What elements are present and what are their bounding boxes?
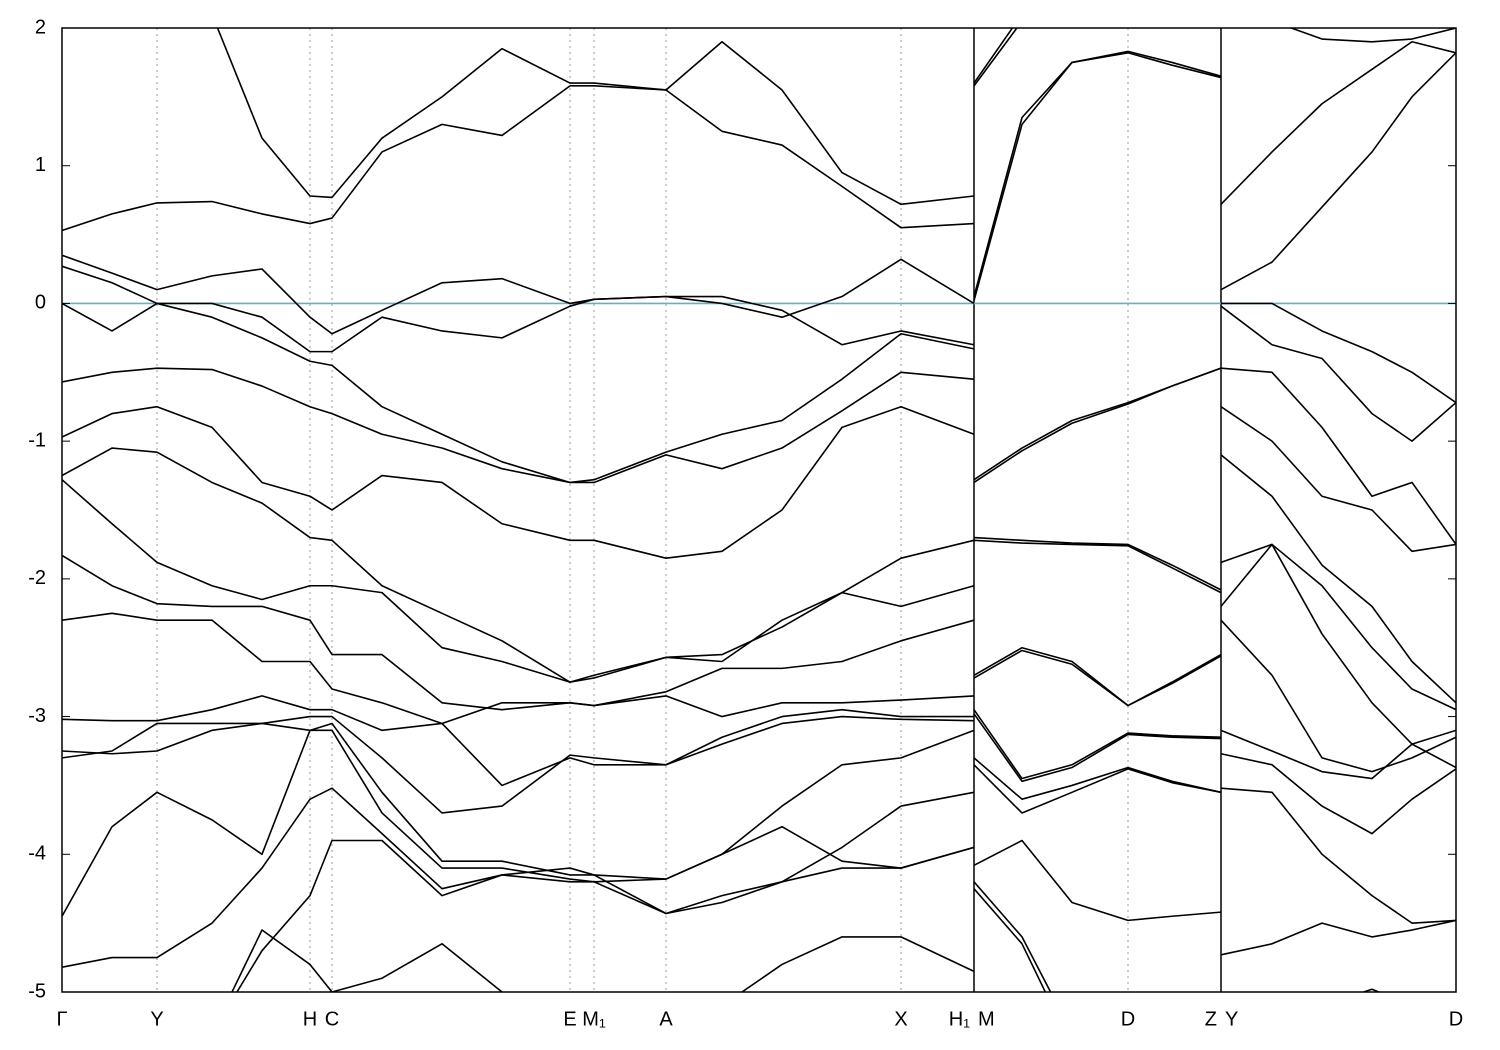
- band-line: [236, 839, 1047, 992]
- band-line: [62, 405, 1456, 591]
- band-line: [62, 51, 1456, 404]
- x-tick-label: Z: [1205, 1008, 1217, 1030]
- band-line: [216, 28, 1456, 206]
- x-tick-label: Y: [150, 1008, 163, 1030]
- x-tick-label: H₁: [949, 1008, 970, 1030]
- band-line: [62, 787, 1381, 992]
- band-line: [62, 367, 1456, 545]
- band-line: [62, 715, 1456, 835]
- y-tick-label: -1: [28, 429, 46, 451]
- y-tick-label: 2: [35, 16, 46, 38]
- band-line: [62, 695, 1456, 787]
- x-tick-label: M: [978, 1008, 995, 1030]
- y-tick-label: -2: [28, 567, 46, 589]
- x-tick-label: M₁: [582, 1008, 606, 1030]
- x-tick-label: C: [325, 1008, 339, 1030]
- y-tick-label: 1: [35, 154, 46, 176]
- x-tick-label: E: [563, 1008, 576, 1030]
- plot-frame: [61, 27, 1457, 993]
- y-tick-label: 0: [35, 292, 46, 314]
- x-tick-label: H: [303, 1008, 317, 1030]
- y-tick-label: -4: [28, 843, 46, 865]
- band-line: [231, 929, 975, 992]
- bands: [62, 28, 1456, 992]
- band-line: [62, 722, 1456, 924]
- band-line: [62, 612, 1456, 780]
- band-line: [62, 28, 1456, 232]
- x-tick-label: Γ: [56, 1008, 67, 1030]
- y-tick-label: -3: [28, 705, 46, 727]
- grid: [156, 28, 1222, 992]
- y-tick-label: -5: [28, 980, 46, 1002]
- band-line: [62, 447, 1456, 704]
- x-tick-label: D: [1449, 1008, 1463, 1030]
- x-tick-label: A: [659, 1008, 673, 1030]
- band-line: [62, 50, 1456, 335]
- x-tick-label: X: [894, 1008, 907, 1030]
- band-line: [62, 729, 1456, 956]
- x-tick-label: Y: [1225, 1008, 1238, 1030]
- band-line: [62, 479, 1456, 711]
- band-line: [62, 543, 1456, 745]
- x-tick-label: D: [1121, 1008, 1135, 1030]
